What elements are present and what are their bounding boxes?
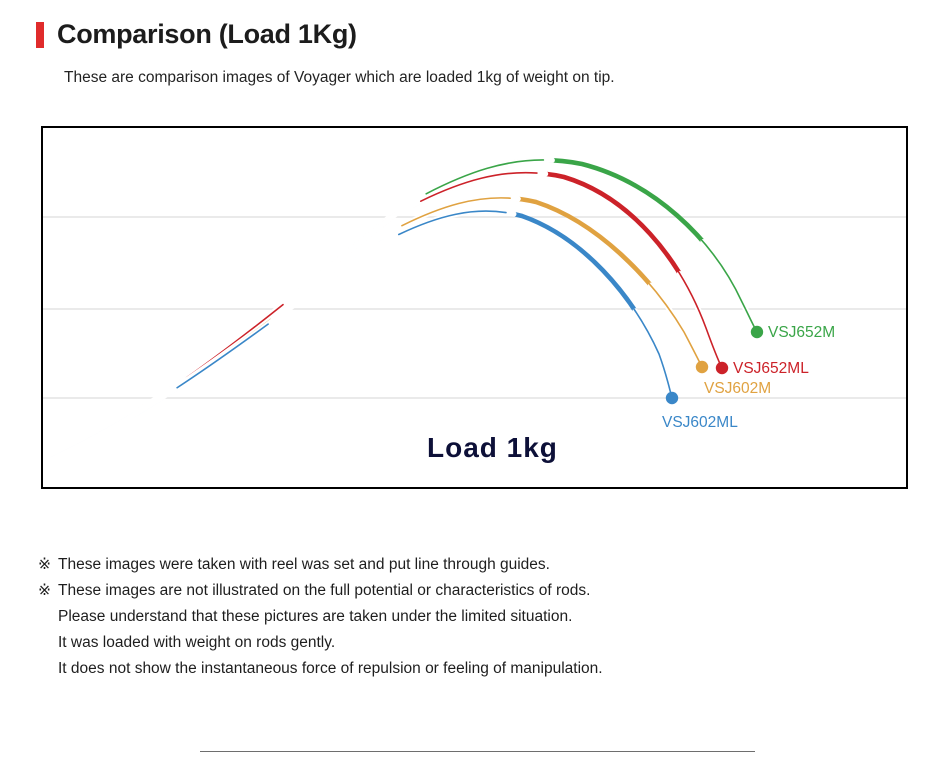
curve-taper-VSJ652ML <box>43 170 725 465</box>
note-text: Please understand that these pictures ar… <box>58 608 573 625</box>
notes-block: ※ These images were taken with reel was s… <box>38 552 898 682</box>
note-text: It does not show the instantaneous force… <box>58 660 603 677</box>
note-text: It was loaded with weight on rods gently… <box>58 634 336 651</box>
note-line: ※ These images were taken with reel was s… <box>38 552 898 578</box>
curve-VSJ652ML <box>43 170 725 465</box>
series-label-VSJ602M: VSJ602M <box>704 380 772 397</box>
comparison-chart: VSJ652M VSJ652ML VSJ602M VSJ602ML Load 1kg <box>41 126 908 489</box>
gridlines-group <box>43 216 906 399</box>
footer-divider <box>200 751 755 752</box>
endpoint-dots-group <box>665 325 764 405</box>
chart-canvas <box>43 157 906 465</box>
note-line: ※It was loaded with weight on rods gentl… <box>38 630 898 656</box>
note-text: These images were taken with reel was se… <box>58 556 550 573</box>
curve-tip-VSJ652ML <box>45 171 723 463</box>
endpoint-dot-VSJ652M <box>750 325 764 339</box>
note-text: These images are not illustrated on the … <box>58 582 591 599</box>
page-title-row: Comparison (Load 1Kg) <box>36 21 357 48</box>
page-subtitle: These are comparison images of Voyager w… <box>64 69 615 86</box>
note-line: ※ These images are not illustrated on the… <box>38 578 898 604</box>
curve-tip-VSJ602ML <box>45 210 673 463</box>
load-caption: Load 1kg <box>427 432 558 463</box>
endpoint-dot-VSJ602ML <box>665 391 679 405</box>
note-marker-icon: ※ <box>38 582 51 599</box>
note-line: ※Please understand that these pictures a… <box>38 604 898 630</box>
endpoint-dot-VSJ602M <box>695 360 709 374</box>
note-line: ※It does not show the instantaneous forc… <box>38 656 898 682</box>
title-accent-bar <box>36 21 44 48</box>
curve-taper-VSJ652M <box>43 157 760 465</box>
curves-group <box>43 157 760 465</box>
curve-VSJ602M <box>43 195 705 465</box>
page-title: Comparison (Load 1Kg) <box>57 19 357 49</box>
series-label-VSJ602ML: VSJ602ML <box>662 414 738 431</box>
series-label-VSJ652ML: VSJ652ML <box>733 360 809 377</box>
endpoint-dot-VSJ652ML <box>715 361 729 375</box>
curve-VSJ602ML <box>43 208 675 465</box>
series-label-VSJ652M: VSJ652M <box>768 324 836 341</box>
note-marker-icon: ※ <box>38 556 51 573</box>
